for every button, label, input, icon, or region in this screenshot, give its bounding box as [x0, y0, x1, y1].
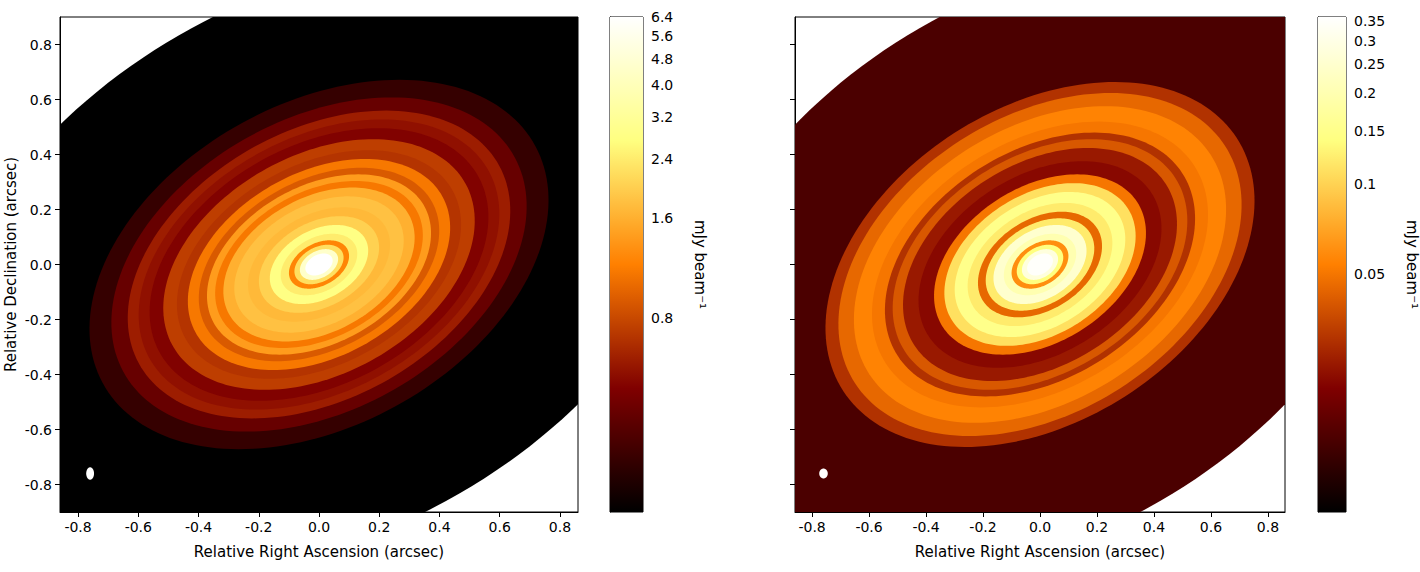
svg-text:-0.4: -0.4: [185, 519, 212, 535]
svg-text:0.15: 0.15: [1354, 123, 1385, 139]
svg-text:Relative Right Ascension (arcs: Relative Right Ascension (arcsec): [194, 543, 444, 561]
svg-text:0.4: 0.4: [428, 519, 450, 535]
svg-text:1.6: 1.6: [651, 210, 673, 226]
svg-text:0.6: 0.6: [1200, 519, 1222, 535]
svg-text:mJy beam⁻¹: mJy beam⁻¹: [691, 220, 709, 309]
svg-text:Relative Right Ascension (arcs: Relative Right Ascension (arcsec): [915, 543, 1165, 561]
svg-text:0.0: 0.0: [30, 257, 52, 273]
svg-text:-0.8: -0.8: [798, 519, 825, 535]
svg-text:-0.6: -0.6: [25, 422, 52, 438]
svg-text:0.25: 0.25: [1354, 56, 1385, 72]
svg-text:0.35: 0.35: [1354, 13, 1385, 29]
svg-text:0.8: 0.8: [1257, 519, 1279, 535]
svg-text:0.4: 0.4: [30, 147, 52, 163]
svg-text:3.2: 3.2: [651, 109, 673, 125]
svg-text:0.6: 0.6: [489, 519, 511, 535]
svg-text:-0.6: -0.6: [125, 519, 152, 535]
svg-text:-0.2: -0.2: [25, 312, 52, 328]
svg-text:0.2: 0.2: [1354, 85, 1376, 101]
svg-text:-0.6: -0.6: [855, 519, 882, 535]
svg-text:0.4: 0.4: [1143, 519, 1165, 535]
svg-text:-0.4: -0.4: [912, 519, 939, 535]
svg-text:4.0: 4.0: [651, 77, 673, 93]
svg-text:2.4: 2.4: [651, 151, 673, 167]
svg-text:-0.8: -0.8: [25, 477, 52, 493]
svg-text:0.8: 0.8: [651, 310, 673, 326]
svg-text:0.2: 0.2: [1086, 519, 1108, 535]
svg-text:4.8: 4.8: [651, 51, 673, 67]
svg-text:-0.2: -0.2: [969, 519, 996, 535]
svg-text:-0.8: -0.8: [64, 519, 91, 535]
svg-text:-0.4: -0.4: [25, 367, 52, 383]
svg-text:0.8: 0.8: [549, 519, 571, 535]
svg-text:-0.2: -0.2: [245, 519, 272, 535]
svg-text:0.8: 0.8: [30, 37, 52, 53]
svg-text:0.0: 0.0: [1029, 519, 1051, 535]
svg-text:0.6: 0.6: [30, 92, 52, 108]
svg-text:0.0: 0.0: [308, 519, 330, 535]
svg-text:6.4: 6.4: [651, 9, 673, 25]
svg-text:Relative Declination (arcsec): Relative Declination (arcsec): [2, 157, 20, 372]
svg-text:0.1: 0.1: [1354, 176, 1376, 192]
svg-text:0.3: 0.3: [1354, 33, 1376, 49]
svg-text:0.05: 0.05: [1354, 266, 1385, 282]
svg-text:0.2: 0.2: [30, 202, 52, 218]
svg-text:5.6: 5.6: [651, 28, 673, 44]
svg-text:0.2: 0.2: [368, 519, 390, 535]
svg-text:mJy beam⁻¹: mJy beam⁻¹: [1403, 220, 1420, 309]
